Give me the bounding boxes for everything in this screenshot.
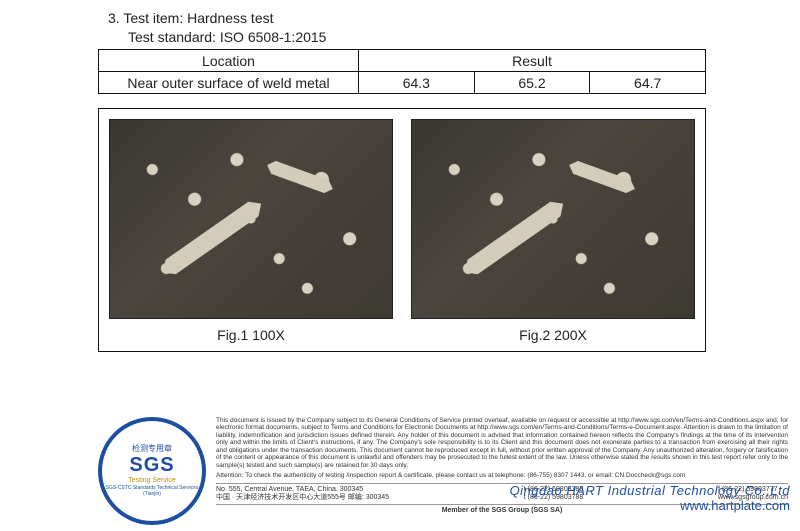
seal-top-text: 检测专用章 <box>132 445 172 454</box>
footer: 检测专用章 SGS Testing Service SGS-CSTC Stand… <box>98 417 788 525</box>
col-result: Result <box>359 50 706 72</box>
telephone2: t (86-22) 59803788 <box>524 494 584 502</box>
standard-label: Test standard: <box>128 29 216 45</box>
item-label: Test item: <box>123 10 183 26</box>
standard-value: ISO 6508-1:2015 <box>220 29 327 45</box>
fax: f (86-22) 59803777 <box>718 486 788 494</box>
table-row: Near outer surface of weld metal 64.3 65… <box>99 72 706 94</box>
website: www.sgsgroup.com.cn <box>718 494 788 502</box>
hardness-table: Location Result Near outer surface of we… <box>98 49 706 94</box>
address-en: No. 555, Central Avenue, TAEA, China. 30… <box>216 486 389 494</box>
figure-1: Fig.1 100X <box>109 119 393 345</box>
disclaimer-text: This document is issued by the Company s… <box>216 417 788 469</box>
address-cn: 中国 · 天津经济技术开发区中心大道555号 邮编: 300345 <box>216 494 389 502</box>
micrograph-image-2 <box>411 119 695 319</box>
cell-location: Near outer surface of weld metal <box>99 72 359 94</box>
cell-result-3: 64.7 <box>590 72 706 94</box>
table-head-row: Location Result <box>99 50 706 72</box>
sgs-seal: 检测专用章 SGS Testing Service SGS-CSTC Stand… <box>98 417 206 525</box>
cell-result-2: 65.2 <box>474 72 590 94</box>
seal-service-text: Testing Service <box>128 477 175 485</box>
seal-bottom-text: SGS-CSTC Standards Technical Services (T… <box>98 486 206 497</box>
member-line: Member of the SGS Group (SGS SA) <box>216 507 788 515</box>
cell-result-1: 64.3 <box>359 72 475 94</box>
figure-frame: Fig.1 100X Fig.2 200X <box>98 108 706 352</box>
col-location: Location <box>99 50 359 72</box>
item-number: 3. <box>108 10 120 26</box>
figure-2: Fig.2 200X <box>411 119 695 345</box>
report-header: 3. Test item: Hardness test Test standar… <box>0 0 800 47</box>
telephone: t (86-22) 59803788 <box>524 486 584 494</box>
figure-1-caption: Fig.1 100X <box>109 319 393 345</box>
item-value: Hardness test <box>187 10 273 26</box>
sgs-logo-text: SGS <box>129 454 174 476</box>
attention-text: Attention: To check the authenticity of … <box>216 472 788 479</box>
micrograph-image-1 <box>109 119 393 319</box>
figure-2-caption: Fig.2 200X <box>411 319 695 345</box>
disclaimer-block: This document is issued by the Company s… <box>216 417 788 515</box>
address-row: No. 555, Central Avenue, TAEA, China. 30… <box>216 483 788 505</box>
